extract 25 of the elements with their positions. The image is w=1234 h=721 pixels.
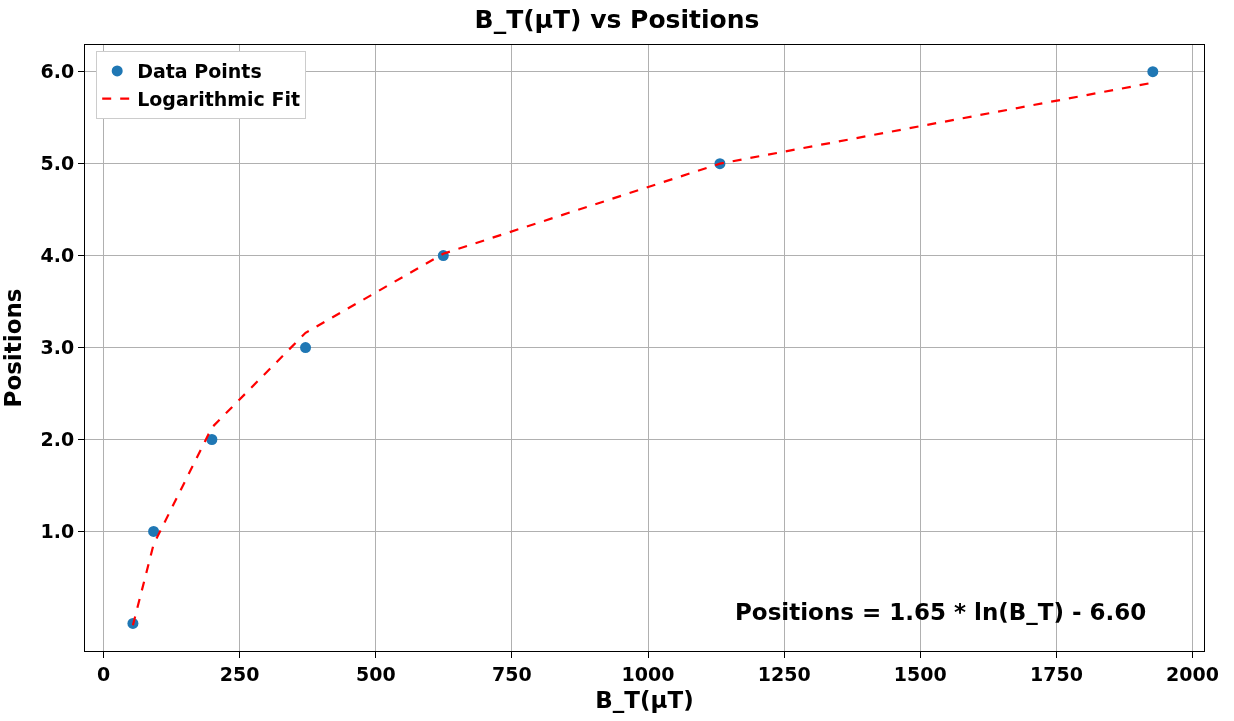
y-tick-label: 3.0 <box>40 336 75 359</box>
y-tick-label: 5.0 <box>40 152 75 175</box>
y-tick-label: 1.0 <box>40 520 75 543</box>
x-tick-label: 1500 <box>893 662 947 685</box>
x-tick-label: 750 <box>492 662 532 685</box>
y-tick-label: 4.0 <box>40 244 75 267</box>
y-tick-label: 6.0 <box>40 60 75 83</box>
legend-label: Data Points <box>137 60 262 83</box>
point <box>148 525 160 537</box>
annotation: Positions = 1.65 * ln(B_T) - 6.60 <box>735 599 1147 625</box>
point <box>300 342 312 354</box>
x-tick-label: 1750 <box>1029 662 1083 685</box>
x-tick-label: 1000 <box>621 662 675 685</box>
x-tick-label: 2000 <box>1166 662 1220 685</box>
x-tick-label: 500 <box>355 662 396 685</box>
y-tick-label: 2.0 <box>40 428 75 451</box>
point <box>206 434 218 445</box>
x-tick-label: 1250 <box>757 662 811 685</box>
chart-title: B_T(μT) vs Positions <box>474 5 760 35</box>
x-tick-label: 0 <box>96 662 111 685</box>
y-axis-title: Positions <box>0 288 26 408</box>
x-axis-title: B_T(μT) <box>595 687 694 714</box>
x-tick-label: 250 <box>219 662 260 685</box>
point <box>1147 66 1159 78</box>
legend-label: Logarithmic Fit <box>137 88 301 111</box>
